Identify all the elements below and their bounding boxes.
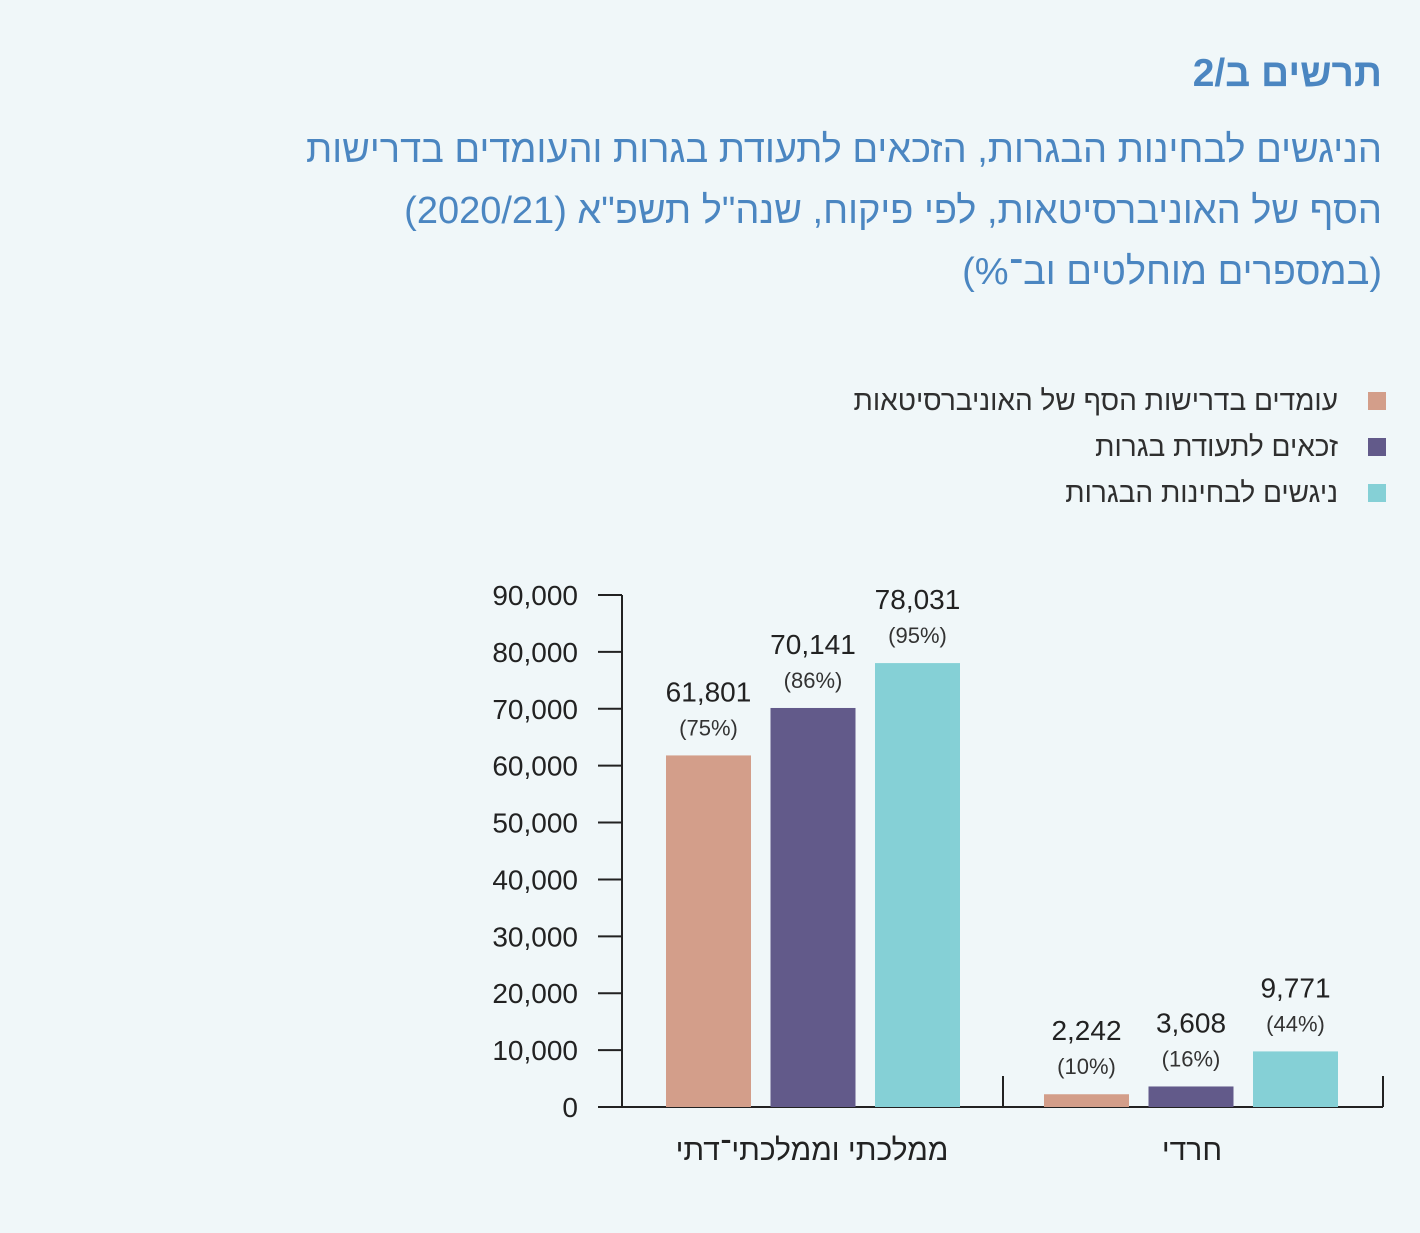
y-tick-label: 90,000 bbox=[492, 580, 578, 611]
bar bbox=[770, 707, 856, 1107]
x-category-label: חרדי bbox=[1162, 1134, 1222, 1167]
legend-item-threshold: עומדים בדרישות הסף של האוניברסיטאות bbox=[854, 378, 1386, 424]
bar-percent-label: (86%) bbox=[784, 668, 843, 693]
bar bbox=[1253, 1051, 1338, 1107]
chart-title-line-3: (במספרים מוחלטים וב־%) bbox=[962, 251, 1382, 293]
y-tick-label: 10,000 bbox=[492, 1035, 578, 1066]
y-tick-label: 50,000 bbox=[492, 808, 578, 839]
bar-value-label: 3,608 bbox=[1156, 1007, 1226, 1038]
legend-item-examinees: ניגשים לבחינות הבגרות bbox=[854, 470, 1386, 516]
y-tick-label: 30,000 bbox=[492, 921, 578, 952]
y-tick-label: 40,000 bbox=[492, 864, 578, 895]
figure-label: תרשים ב/2 bbox=[1192, 52, 1382, 95]
bar-value-label: 9,771 bbox=[1260, 972, 1330, 1003]
chart-title-line-2: הסף של האוניברסיטאות, לפי פיקוח, שנה"ל ת… bbox=[404, 190, 1382, 232]
legend-label-threshold: עומדים בדרישות הסף של האוניברסיטאות bbox=[853, 385, 1338, 416]
legend-label-eligible: זכאים לתעודת בגרות bbox=[1095, 431, 1338, 462]
bar-percent-label: (95%) bbox=[888, 623, 947, 648]
bar bbox=[1148, 1086, 1234, 1107]
chart-axes: 0 10,000 20,000 30,000 40,000 50,000 60,000 70,… bbox=[492, 580, 1384, 1167]
legend-swatch-examinees bbox=[1368, 484, 1386, 502]
legend-item-eligible: זכאים לתעודת בגרות bbox=[854, 424, 1386, 470]
bar-percent-label: (44%) bbox=[1266, 1011, 1325, 1036]
x-category-label: ממלכתי וממלכתי־דתי bbox=[676, 1134, 949, 1167]
chart-bars bbox=[666, 663, 1338, 1107]
bar bbox=[1044, 1094, 1129, 1107]
bar bbox=[875, 663, 960, 1107]
bar-percent-label: (10%) bbox=[1057, 1054, 1116, 1079]
bar-value-label: 2,242 bbox=[1051, 1015, 1121, 1046]
legend-swatch-eligible bbox=[1368, 438, 1386, 456]
bar-percent-label: (75%) bbox=[679, 715, 738, 740]
y-tick-label: 20,000 bbox=[492, 978, 578, 1009]
y-tick-label: 80,000 bbox=[492, 637, 578, 668]
bar-percent-label: (16%) bbox=[1162, 1046, 1221, 1071]
bar-value-label: 61,801 bbox=[666, 676, 752, 707]
y-tick-label: 60,000 bbox=[492, 751, 578, 782]
chart-legend: עומדים בדרישות הסף של האוניברסיטאות זכאי… bbox=[854, 378, 1386, 516]
bar-value-label: 78,031 bbox=[875, 584, 961, 615]
chart-title-line-1: הניגשים לבחינות הבגרות, הזכאים לתעודת בג… bbox=[306, 129, 1382, 171]
legend-swatch-threshold bbox=[1368, 392, 1386, 410]
chart-data-labels: (75%) 61,801 (10%) 2,242 (86%) 70,141 (16%) 3,6… bbox=[666, 584, 1331, 1079]
y-tick-label: 0 bbox=[562, 1092, 578, 1123]
y-tick-label: 70,000 bbox=[492, 694, 578, 725]
bar-value-label: 70,141 bbox=[770, 629, 856, 660]
bar bbox=[666, 755, 751, 1107]
chart-title: הניגשים לבחינות הבגרות, הזכאים לתעודת בג… bbox=[82, 120, 1382, 303]
legend-label-examinees: ניגשים לבחינות הבגרות bbox=[1065, 477, 1338, 508]
